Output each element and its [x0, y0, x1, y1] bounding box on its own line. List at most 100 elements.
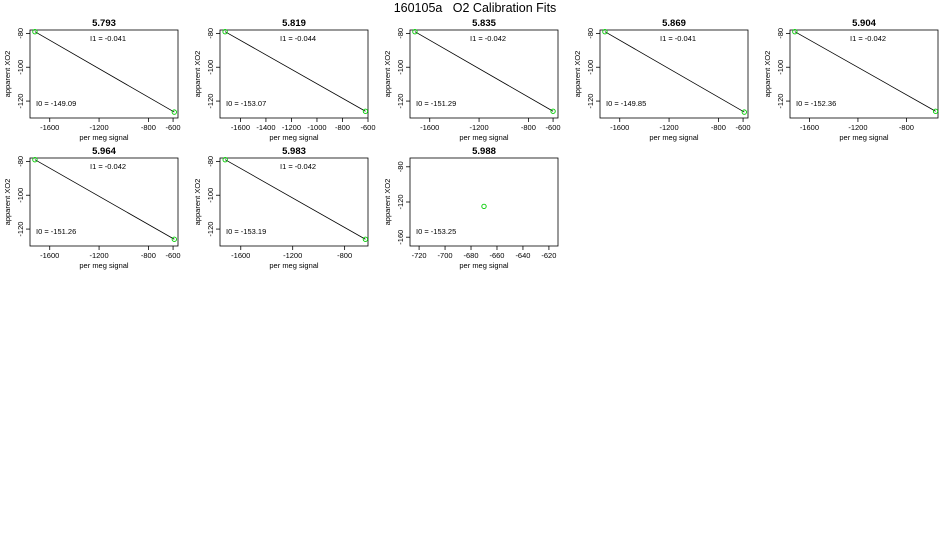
- chart-panel-4: 5.869 -1600 -1200 -800 -600 per meg signal -80…: [573, 18, 751, 142]
- panel-title: 5.835: [472, 18, 496, 29]
- panel-title: 5.988: [472, 146, 496, 157]
- fit-line: [34, 159, 175, 240]
- plot-frame: [409, 29, 559, 119]
- plot-frame: [219, 157, 369, 247]
- y-tick-label: -120: [206, 94, 215, 109]
- y-tick-label: -80: [16, 156, 25, 167]
- y-axis-label: apparent XO2: [383, 179, 392, 226]
- x-tick-label: -1000: [307, 123, 326, 132]
- y-axis-label: apparent XO2: [193, 51, 202, 98]
- x-tick-label: -1600: [800, 123, 819, 132]
- i1-annotation: I1 = -0.042: [90, 162, 126, 171]
- chart-panel-2: 5.819 -1600 -1400 -1200 -1000 -800 -600 per meg…: [193, 18, 376, 142]
- x-tick-label: -1600: [420, 123, 439, 132]
- i0-annotation: I0 = -153.25: [416, 227, 456, 236]
- x-tick-label: -700: [438, 251, 453, 260]
- x-tick-label: -1600: [40, 123, 59, 132]
- i0-annotation: I0 = -151.29: [416, 99, 456, 108]
- plot-frame: [29, 157, 179, 247]
- y-tick-label: -100: [16, 188, 25, 203]
- x-tick-label: -1200: [89, 251, 108, 260]
- x-axis-label: per meg signal: [839, 133, 889, 142]
- y-tick-label: -120: [16, 222, 25, 237]
- data-point: [481, 203, 487, 210]
- data-point: [362, 236, 369, 242]
- i1-annotation: I1 = -0.042: [280, 162, 316, 171]
- y-axis-label: apparent XO2: [763, 51, 772, 98]
- i1-annotation: I1 = -0.041: [660, 34, 696, 43]
- x-tick-label: -1200: [283, 251, 302, 260]
- chart-panel-7: 5.983 -1600 -1200 -800 per meg signal -80 -100…: [193, 146, 369, 270]
- y-tick-label: -100: [206, 188, 215, 203]
- plot-frame: [789, 29, 939, 119]
- y-tick-label: -80: [776, 28, 785, 39]
- x-tick-label: -1600: [40, 251, 59, 260]
- x-tick-label: -720: [412, 251, 427, 260]
- fit-line: [224, 31, 366, 112]
- x-tick-label: -600: [166, 251, 181, 260]
- y-tick-label: -120: [586, 94, 595, 109]
- panel-title: 5.819: [282, 18, 306, 29]
- y-tick-label: -80: [206, 156, 215, 167]
- y-tick-label: -120: [776, 94, 785, 109]
- y-tick-label: -80: [396, 161, 405, 172]
- x-tick-label: -600: [166, 123, 181, 132]
- x-tick-label: -1600: [231, 251, 250, 260]
- y-axis-label: apparent XO2: [383, 51, 392, 98]
- fit-line: [414, 31, 554, 112]
- fit-line: [794, 31, 936, 112]
- y-tick-label: -100: [16, 60, 25, 75]
- x-tick-label: -600: [546, 123, 561, 132]
- i1-annotation: I1 = -0.042: [470, 34, 506, 43]
- y-tick-label: -100: [206, 60, 215, 75]
- i1-annotation: I1 = -0.041: [90, 34, 126, 43]
- data-point: [792, 29, 798, 35]
- i0-annotation: I0 = -152.36: [796, 99, 836, 108]
- x-tick-label: -1600: [231, 123, 250, 132]
- panel-title: 5.793: [92, 18, 116, 29]
- data-point: [222, 29, 228, 35]
- data-point: [362, 108, 369, 114]
- x-axis-label: per meg signal: [269, 261, 319, 270]
- plot-frame: [599, 29, 749, 119]
- data-point: [171, 236, 177, 242]
- y-tick-label: -160: [396, 230, 405, 245]
- fit-line: [604, 31, 745, 113]
- x-tick-label: -800: [711, 123, 726, 132]
- i1-annotation: I1 = -0.042: [850, 34, 886, 43]
- x-axis-label: per meg signal: [459, 261, 509, 270]
- y-tick-label: -100: [776, 60, 785, 75]
- y-tick-label: -120: [206, 222, 215, 237]
- y-tick-label: -80: [396, 28, 405, 39]
- data-point: [412, 29, 418, 35]
- y-tick-label: -120: [396, 194, 405, 209]
- x-tick-label: -680: [464, 251, 479, 260]
- chart-panel-6: 5.964 -1600 -1200 -800 -600 per meg signal -80…: [3, 146, 181, 270]
- panel-title: 5.904: [852, 18, 876, 29]
- y-tick-label: -120: [396, 94, 405, 109]
- i0-annotation: I0 = -153.07: [226, 99, 266, 108]
- y-tick-label: -80: [206, 28, 215, 39]
- i0-annotation: I0 = -151.26: [36, 227, 76, 236]
- x-axis-label: per meg signal: [649, 133, 699, 142]
- x-axis-label: per meg signal: [79, 261, 129, 270]
- x-tick-label: -620: [541, 251, 556, 260]
- y-tick-label: -100: [396, 60, 405, 75]
- i0-annotation: I0 = -149.85: [606, 99, 646, 108]
- y-tick-label: -100: [586, 60, 595, 75]
- x-tick-label: -1600: [610, 123, 629, 132]
- x-axis-label: per meg signal: [79, 133, 129, 142]
- x-tick-label: -800: [141, 251, 156, 260]
- x-tick-label: -1200: [282, 123, 301, 132]
- x-tick-label: -640: [515, 251, 530, 260]
- plot-frame: [29, 29, 179, 119]
- data-point: [602, 29, 608, 35]
- data-point: [171, 109, 177, 115]
- data-point: [32, 29, 38, 35]
- y-tick-label: -120: [16, 94, 25, 109]
- x-tick-label: -1200: [659, 123, 678, 132]
- x-tick-label: -800: [521, 123, 536, 132]
- x-tick-label: -1400: [256, 123, 275, 132]
- fit-line: [34, 31, 175, 113]
